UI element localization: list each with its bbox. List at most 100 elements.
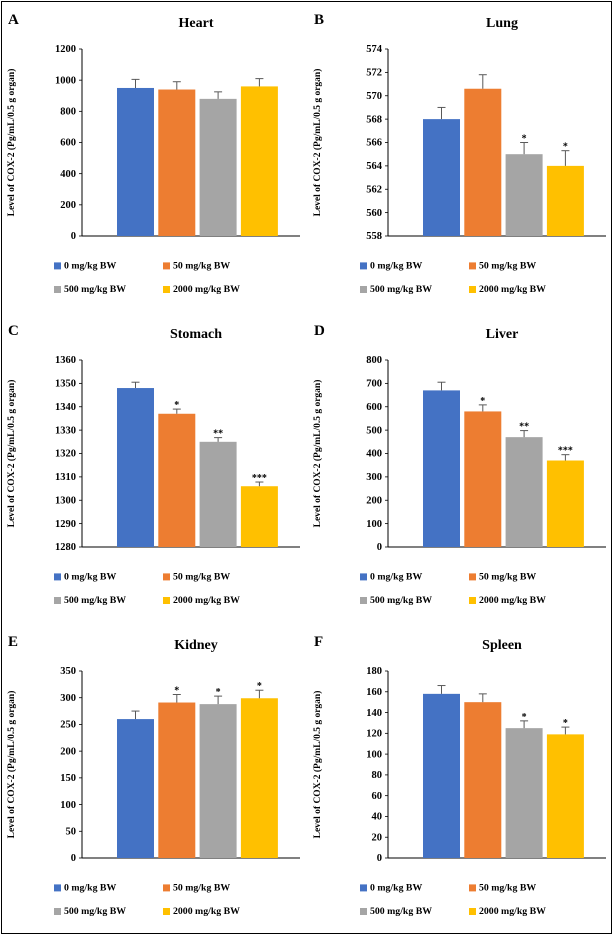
svg-text:1320: 1320 xyxy=(55,449,76,460)
svg-text:1340: 1340 xyxy=(55,402,76,413)
svg-text:Level of COX-2 (Pg/mL/0.5 g or: Level of COX-2 (Pg/mL/0.5 g organ) xyxy=(312,691,323,839)
svg-text:120: 120 xyxy=(366,729,382,740)
svg-text:B: B xyxy=(314,12,324,28)
svg-text:160: 160 xyxy=(366,687,382,698)
svg-text:1200: 1200 xyxy=(55,44,76,55)
svg-text:572: 572 xyxy=(366,68,382,79)
svg-text:1290: 1290 xyxy=(55,519,76,530)
svg-text:1330: 1330 xyxy=(55,425,76,436)
svg-text:***: *** xyxy=(252,473,267,484)
svg-text:0: 0 xyxy=(377,542,382,553)
svg-text:*: * xyxy=(216,687,221,698)
svg-text:0: 0 xyxy=(71,231,76,242)
svg-text:200: 200 xyxy=(60,746,76,757)
svg-text:**: ** xyxy=(519,422,529,433)
svg-text:558: 558 xyxy=(366,231,382,242)
svg-text:500 mg/kg BW: 500 mg/kg BW xyxy=(370,906,432,917)
svg-text:250: 250 xyxy=(60,720,76,731)
svg-text:***: *** xyxy=(558,446,573,457)
svg-text:Level of COX-2 (Pg/mL/0.5 g or: Level of COX-2 (Pg/mL/0.5 g organ) xyxy=(312,69,323,217)
svg-text:50 mg/kg BW: 50 mg/kg BW xyxy=(479,260,536,271)
svg-text:C: C xyxy=(8,323,19,339)
svg-text:100: 100 xyxy=(366,519,382,530)
svg-text:Level of COX-2 (Pg/mL/0.5 g or: Level of COX-2 (Pg/mL/0.5 g organ) xyxy=(6,380,17,528)
svg-text:40: 40 xyxy=(372,812,383,823)
svg-text:0 mg/kg BW: 0 mg/kg BW xyxy=(370,882,422,893)
svg-text:500 mg/kg BW: 500 mg/kg BW xyxy=(370,595,432,606)
svg-text:700: 700 xyxy=(366,379,382,390)
svg-text:D: D xyxy=(314,323,325,339)
svg-text:0 mg/kg BW: 0 mg/kg BW xyxy=(370,260,422,271)
svg-text:0: 0 xyxy=(71,853,76,864)
svg-text:2000 mg/kg BW: 2000 mg/kg BW xyxy=(479,906,546,917)
svg-text:562: 562 xyxy=(366,184,382,195)
svg-text:300: 300 xyxy=(366,472,382,483)
svg-text:150: 150 xyxy=(60,773,76,784)
svg-text:2000 mg/kg BW: 2000 mg/kg BW xyxy=(479,595,546,606)
svg-text:800: 800 xyxy=(366,355,382,366)
svg-text:0: 0 xyxy=(377,853,382,864)
svg-text:Kidney: Kidney xyxy=(174,638,218,653)
svg-text:Lung: Lung xyxy=(486,16,518,31)
svg-text:500 mg/kg BW: 500 mg/kg BW xyxy=(64,595,126,606)
svg-text:200: 200 xyxy=(366,495,382,506)
svg-text:500 mg/kg BW: 500 mg/kg BW xyxy=(64,284,126,295)
svg-text:Level of COX-2 (Pg/mL/0.5 g or: Level of COX-2 (Pg/mL/0.5 g organ) xyxy=(312,380,323,528)
svg-text:2000 mg/kg BW: 2000 mg/kg BW xyxy=(173,284,240,295)
svg-text:300: 300 xyxy=(60,693,76,704)
svg-text:2000 mg/kg BW: 2000 mg/kg BW xyxy=(479,284,546,295)
svg-text:60: 60 xyxy=(372,791,383,802)
svg-text:574: 574 xyxy=(366,44,383,55)
svg-text:*: * xyxy=(563,142,568,153)
svg-text:1000: 1000 xyxy=(55,75,76,86)
svg-text:2000 mg/kg BW: 2000 mg/kg BW xyxy=(173,595,240,606)
svg-text:Liver: Liver xyxy=(486,327,519,342)
svg-text:50 mg/kg BW: 50 mg/kg BW xyxy=(173,260,230,271)
svg-text:200: 200 xyxy=(60,200,76,211)
svg-text:*: * xyxy=(563,718,568,729)
svg-text:400: 400 xyxy=(366,449,382,460)
svg-text:Stomach: Stomach xyxy=(170,327,222,342)
svg-text:50 mg/kg BW: 50 mg/kg BW xyxy=(479,882,536,893)
svg-text:350: 350 xyxy=(60,666,76,677)
svg-text:600: 600 xyxy=(60,138,76,149)
svg-text:*: * xyxy=(174,400,179,411)
svg-text:600: 600 xyxy=(366,402,382,413)
svg-text:A: A xyxy=(8,12,19,28)
svg-text:20: 20 xyxy=(372,832,383,843)
svg-text:**: ** xyxy=(213,429,223,440)
svg-text:Level of COX-2 (Pg/mL/0.5 g or: Level of COX-2 (Pg/mL/0.5 g organ) xyxy=(6,691,17,839)
svg-text:566: 566 xyxy=(366,138,382,149)
svg-text:568: 568 xyxy=(366,114,382,125)
svg-text:140: 140 xyxy=(366,708,382,719)
svg-text:800: 800 xyxy=(60,107,76,118)
svg-text:0 mg/kg BW: 0 mg/kg BW xyxy=(64,882,116,893)
svg-text:500 mg/kg BW: 500 mg/kg BW xyxy=(64,906,126,917)
svg-text:0 mg/kg BW: 0 mg/kg BW xyxy=(64,260,116,271)
svg-text:500: 500 xyxy=(366,425,382,436)
svg-text:50 mg/kg BW: 50 mg/kg BW xyxy=(479,571,536,582)
svg-text:500 mg/kg BW: 500 mg/kg BW xyxy=(370,284,432,295)
svg-text:1350: 1350 xyxy=(55,379,76,390)
svg-text:*: * xyxy=(174,686,179,697)
svg-text:50: 50 xyxy=(66,826,77,837)
svg-text:80: 80 xyxy=(372,770,383,781)
svg-text:Spleen: Spleen xyxy=(482,638,522,653)
svg-text:0 mg/kg BW: 0 mg/kg BW xyxy=(370,571,422,582)
svg-text:E: E xyxy=(8,634,18,650)
svg-text:*: * xyxy=(522,712,527,723)
svg-text:180: 180 xyxy=(366,666,382,677)
svg-text:2000 mg/kg BW: 2000 mg/kg BW xyxy=(173,906,240,917)
svg-text:570: 570 xyxy=(366,91,382,102)
svg-text:Level of COX-2 (Pg/mL/0.5 g or: Level of COX-2 (Pg/mL/0.5 g organ) xyxy=(6,69,17,217)
svg-text:1300: 1300 xyxy=(55,495,76,506)
svg-text:1360: 1360 xyxy=(55,355,76,366)
svg-text:400: 400 xyxy=(60,169,76,180)
svg-text:0 mg/kg BW: 0 mg/kg BW xyxy=(64,571,116,582)
svg-text:1280: 1280 xyxy=(55,542,76,553)
svg-text:Heart: Heart xyxy=(179,16,214,31)
svg-text:*: * xyxy=(522,134,527,145)
svg-text:*: * xyxy=(257,681,262,692)
svg-text:F: F xyxy=(314,634,323,650)
svg-text:564: 564 xyxy=(366,161,383,172)
